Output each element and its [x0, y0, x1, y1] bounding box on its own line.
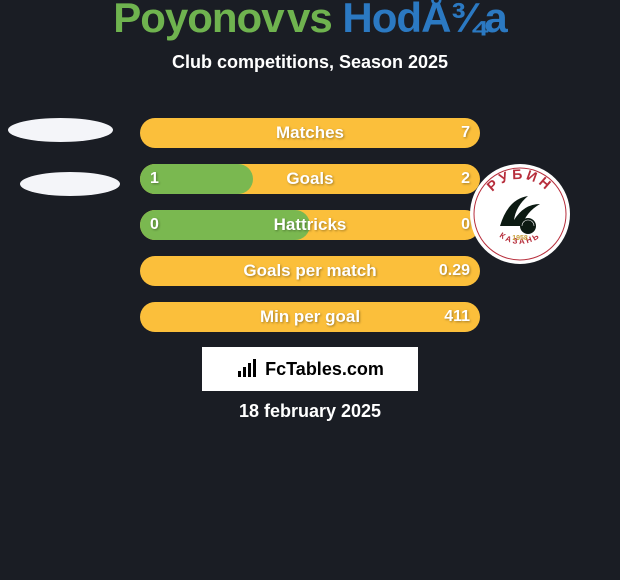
date-text: 18 february 2025 — [0, 401, 620, 422]
title-left: Poyonov — [113, 0, 283, 41]
stat-bar: Matches — [140, 118, 480, 148]
stat-bar: Min per goal — [140, 302, 480, 332]
title-right: HodÅ¾a — [342, 0, 506, 41]
stat-value-left: 1 — [150, 164, 159, 194]
stat-label: Matches — [276, 123, 344, 143]
stat-value-right: 0 — [461, 210, 470, 240]
stat-row: Matches 7 — [0, 114, 620, 160]
stat-value-right: 2 — [461, 164, 470, 194]
stat-value-right: 411 — [444, 302, 470, 332]
subtitle: Club competitions, Season 2025 — [0, 52, 620, 73]
stat-label: Hattricks — [274, 215, 347, 235]
bars-icon — [236, 359, 258, 379]
team-right-badge: РУБИНКАЗАНЬ1958 — [470, 164, 570, 264]
stat-bar: Goals — [140, 164, 480, 194]
stat-bar: Hattricks — [140, 210, 480, 240]
title-vs: vs — [287, 0, 342, 41]
stat-bar: Goals per match — [140, 256, 480, 286]
svg-text:1958: 1958 — [512, 235, 528, 242]
footer-brand-text: FcTables.com — [265, 359, 384, 380]
badge-svg: РУБИНКАЗАНЬ1958 — [470, 164, 570, 264]
stat-value-right: 7 — [461, 118, 470, 148]
root: Poyonov vs HodÅ¾a Club competitions, Sea… — [0, 0, 620, 574]
stat-label: Goals — [286, 169, 333, 189]
page-title: Poyonov vs HodÅ¾a — [0, 0, 620, 42]
stat-value-left: 0 — [150, 210, 159, 240]
stat-label: Goals per match — [243, 261, 376, 281]
stat-value-right: 0.29 — [439, 256, 470, 286]
subtitle-text: Club competitions, Season 2025 — [172, 52, 448, 72]
footer-brand-box[interactable]: FcTables.com — [202, 347, 418, 391]
stat-row: Min per goal 411 — [0, 298, 620, 344]
stat-label: Min per goal — [260, 307, 360, 327]
